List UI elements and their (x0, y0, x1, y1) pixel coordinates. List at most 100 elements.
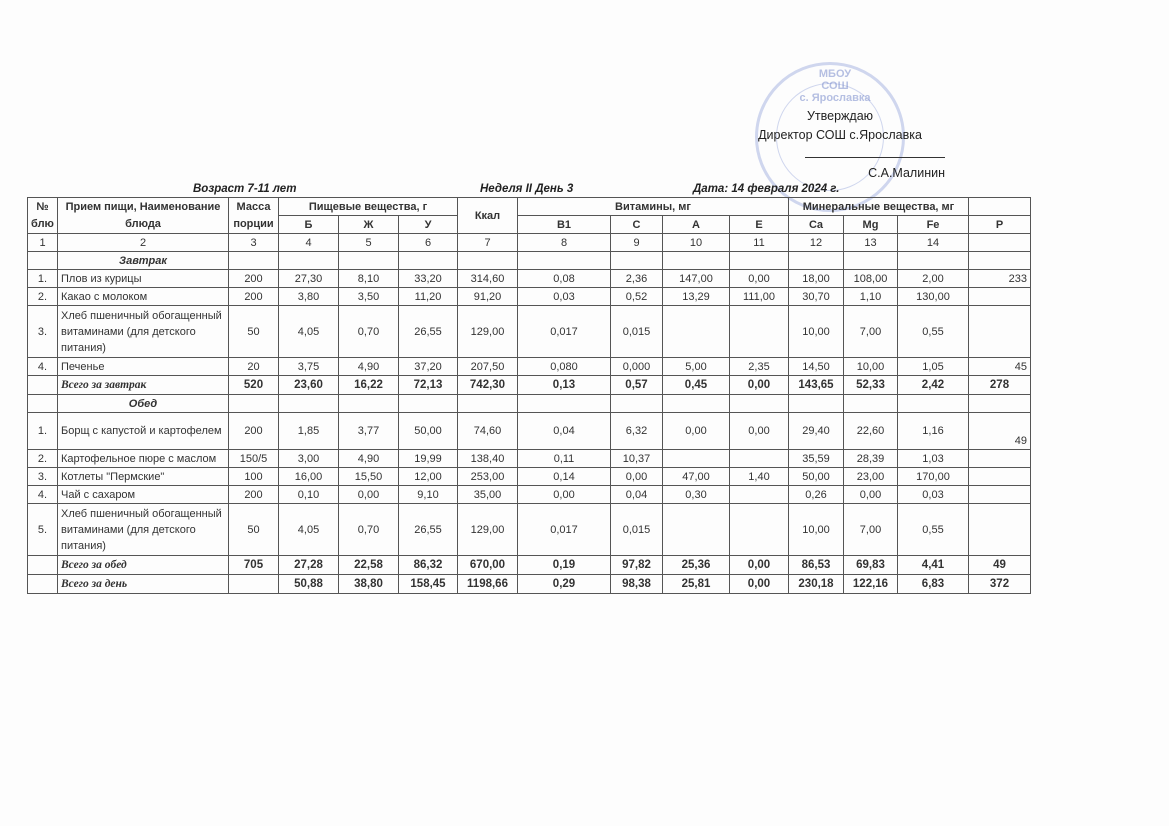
value-cell (968, 503, 1031, 556)
empty-cell (897, 394, 969, 413)
dish-name: Всего за обед (57, 555, 229, 575)
empty-cell (968, 251, 1031, 270)
value-cell: 27,28 (278, 555, 339, 575)
value-cell: 0,017 (517, 305, 611, 358)
value-cell (729, 305, 789, 358)
value-cell: 12,00 (398, 467, 458, 486)
value-cell (968, 287, 1031, 306)
value-cell: 3,77 (338, 412, 399, 450)
value-cell: 72,13 (398, 375, 458, 395)
value-cell: 10,00 (788, 305, 844, 358)
value-cell: 49 (968, 555, 1031, 575)
value-cell: 150/5 (228, 449, 279, 468)
value-cell: 45 (968, 357, 1031, 376)
header-sub: Б (278, 215, 339, 234)
dish-name: Какао с молоком (57, 287, 229, 306)
value-cell: 1,40 (729, 467, 789, 486)
value-cell: 26,55 (398, 305, 458, 358)
dish-name: Печенье (57, 357, 229, 376)
empty-cell (228, 251, 279, 270)
dish-name: Всего за день (57, 574, 229, 594)
table-row: 1. Борщ с капустой и картофелем 200 1,85 3,7… (27, 412, 1031, 450)
value-cell: 520 (228, 375, 279, 395)
value-cell: 3,80 (278, 287, 339, 306)
approval-title: Утверждаю (806, 109, 874, 123)
value-cell: 233 (968, 269, 1031, 288)
menu-table: № блю Прием пищи, Наименование блюда Мас… (27, 197, 1031, 594)
value-cell: 23,00 (843, 467, 898, 486)
header-sub: Mg (843, 215, 898, 234)
value-cell: 4,05 (278, 503, 339, 556)
value-cell: 8,10 (338, 269, 399, 288)
table-row: 1. Плов из курицы 200 27,30 8,10 33,20 314,60 0… (27, 269, 1031, 288)
column-number: 2 (57, 233, 229, 252)
value-cell: 0,08 (517, 269, 611, 288)
empty-cell (788, 251, 844, 270)
value-cell: 0,70 (338, 503, 399, 556)
value-cell: 22,60 (843, 412, 898, 450)
value-cell (729, 449, 789, 468)
value-cell (968, 449, 1031, 468)
column-number: 8 (517, 233, 611, 252)
row-number (27, 251, 58, 270)
value-cell: 23,60 (278, 375, 339, 395)
empty-cell (843, 394, 898, 413)
approval-block: Утверждаю Директор СОШ с.Ярославка С.А.М… (735, 107, 945, 183)
header-empty (968, 197, 1031, 216)
header-sub: Ж (338, 215, 399, 234)
age-label: Возраст 7-11 лет (193, 183, 297, 195)
value-cell: 10,37 (610, 449, 663, 468)
empty-cell (517, 251, 611, 270)
value-cell: 2,42 (897, 375, 969, 395)
value-cell: 670,00 (457, 555, 518, 575)
value-cell: 0,03 (897, 485, 969, 504)
value-cell: 35,59 (788, 449, 844, 468)
column-number: 1 (27, 233, 58, 252)
empty-cell (457, 394, 518, 413)
stamp-line: с. Ярославка (799, 92, 871, 104)
signature-line (805, 145, 945, 158)
value-cell: 0,19 (517, 555, 611, 575)
value-cell: 7,00 (843, 305, 898, 358)
value-cell: 2,00 (897, 269, 969, 288)
total-row: Всего за завтрак 520 23,60 16,22 72,13 742,30… (27, 375, 1031, 395)
value-cell (968, 485, 1031, 504)
value-cell: 0,00 (729, 375, 789, 395)
value-cell: 15,50 (338, 467, 399, 486)
header-sub: E (729, 215, 789, 234)
total-row: Всего за день 50,88 38,80 158,45 1198,66 0,29… (27, 574, 1031, 594)
header-sub: B1 (517, 215, 611, 234)
empty-cell (788, 394, 844, 413)
value-cell: 38,80 (338, 574, 399, 594)
value-cell: 97,82 (610, 555, 663, 575)
column-number: 14 (897, 233, 969, 252)
value-cell (968, 305, 1031, 358)
empty-cell (729, 394, 789, 413)
value-cell: 3,50 (338, 287, 399, 306)
value-cell: 0,015 (610, 305, 663, 358)
dish-name: Картофельное пюре с маслом (57, 449, 229, 468)
value-cell: 2,36 (610, 269, 663, 288)
value-cell: 7,00 (843, 503, 898, 556)
table-row: 5. Хлеб пшеничный обогащенный витаминами … (27, 503, 1031, 556)
value-cell: 0,03 (517, 287, 611, 306)
empty-cell (729, 251, 789, 270)
header-sub: Fe (897, 215, 969, 234)
empty-cell (398, 394, 458, 413)
value-cell: 20 (228, 357, 279, 376)
header-mass: Масса порции (228, 197, 279, 234)
value-cell: 742,30 (457, 375, 518, 395)
value-cell: 33,20 (398, 269, 458, 288)
value-cell: 0,55 (897, 503, 969, 556)
value-cell (729, 503, 789, 556)
value-cell: 0,10 (278, 485, 339, 504)
header-vitamins: Витамины, мг (517, 197, 789, 216)
value-cell: 0,00 (729, 412, 789, 450)
row-number (27, 375, 58, 395)
value-cell: 10,00 (843, 357, 898, 376)
column-number: 11 (729, 233, 789, 252)
empty-cell (610, 394, 663, 413)
value-cell: 0,29 (517, 574, 611, 594)
value-cell: 13,29 (662, 287, 730, 306)
value-cell: 16,00 (278, 467, 339, 486)
